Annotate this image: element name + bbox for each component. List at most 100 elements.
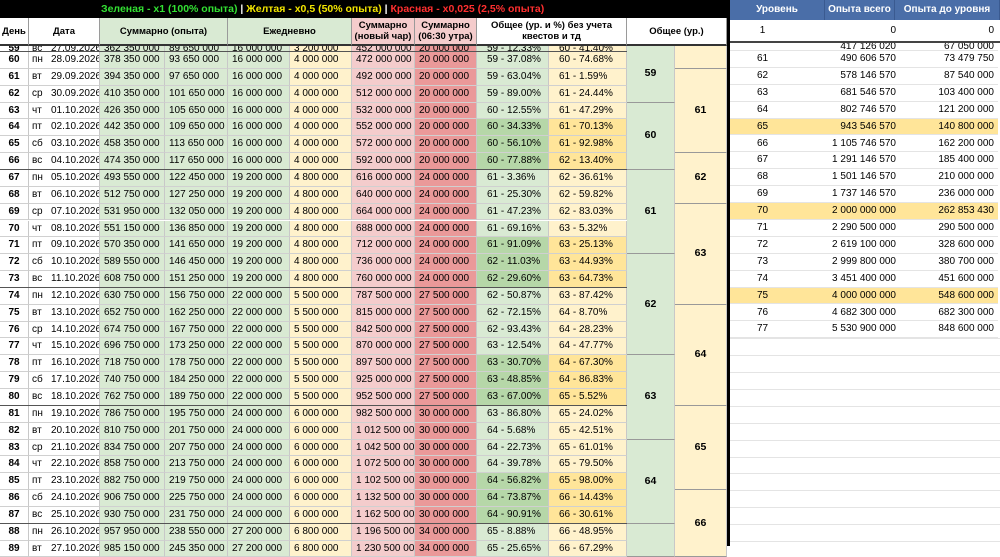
cell-s1[interactable]: 442 350 000	[100, 119, 165, 137]
level-total-cell[interactable]: 1 737 146 570	[795, 186, 900, 204]
cell-n1[interactable]: 925 000 000	[352, 372, 415, 389]
cell-d1[interactable]: 19 200 000	[228, 237, 290, 255]
col-header-daily[interactable]: Ежедневно	[228, 18, 352, 46]
cell-date[interactable]: пт 23.10.2026	[29, 473, 100, 491]
cell-p1[interactable]: 60 - 12.55%	[477, 102, 549, 120]
cell-p2[interactable]: 60 - 74.68%	[549, 52, 627, 69]
cell-d1[interactable]: 24 000 000	[228, 439, 290, 457]
cell-p2[interactable]: 66 - 67.29%	[549, 540, 627, 557]
cell-d2[interactable]: 6 000 000	[290, 456, 352, 474]
cell-date[interactable]: пн 26.10.2026	[29, 523, 100, 541]
cell-d1[interactable]: 22 000 000	[228, 372, 290, 389]
level-merged-cell[interactable]: 64	[675, 304, 727, 406]
cell-s1[interactable]: 474 350 000	[100, 153, 165, 170]
cell-date[interactable]: вт 27.10.2026	[29, 540, 100, 557]
cell-p2[interactable]: 65 - 79.50%	[549, 456, 627, 474]
cell-day[interactable]: 65	[0, 136, 29, 154]
cell-n1[interactable]: 1 132 500 000	[352, 490, 415, 507]
cell-s2[interactable]: 109 650 000	[165, 119, 228, 137]
cell-d2[interactable]: 4 000 000	[290, 68, 352, 86]
cell-s1[interactable]: 652 750 000	[100, 304, 165, 322]
cell-n2[interactable]: 27 500 000	[415, 355, 477, 373]
cell-s1[interactable]: 930 750 000	[100, 506, 165, 524]
cell-n2[interactable]: 27 500 000	[415, 304, 477, 322]
cell-n1[interactable]: 982 500 000	[352, 405, 415, 423]
level-level-cell[interactable]: 62	[730, 67, 795, 85]
col-header-total-pct[interactable]: Общее (ур. и %) без учета квестов и тд	[477, 18, 627, 46]
cell-d2[interactable]: 4 000 000	[290, 153, 352, 170]
cell-d2[interactable]: 6 800 000	[290, 523, 352, 541]
cell-s2[interactable]: 195 750 000	[165, 405, 228, 423]
cell-s1[interactable]: 512 750 000	[100, 186, 165, 204]
level-to-cell[interactable]: 328 600 000	[900, 236, 998, 254]
cell-s2[interactable]: 127 250 000	[165, 186, 228, 204]
cell-s1[interactable]: 882 750 000	[100, 473, 165, 491]
cell-d1[interactable]: 24 000 000	[228, 506, 290, 524]
cell-d1[interactable]: 16 000 000	[228, 119, 290, 137]
cell-p2[interactable]: 64 - 67.30%	[549, 355, 627, 373]
cell-s2[interactable]: 207 750 000	[165, 439, 228, 457]
col-header-sum-new[interactable]: Суммарно (новый чар)	[352, 18, 415, 46]
cell-d1[interactable]: 19 200 000	[228, 186, 290, 204]
level-level-cell[interactable]: 64	[730, 101, 795, 119]
cell-d2[interactable]: 4 000 000	[290, 102, 352, 120]
cell-p2[interactable]: 64 - 47.77%	[549, 338, 627, 356]
cell-p1[interactable]: 64 - 56.82%	[477, 473, 549, 491]
cell-day[interactable]: 87	[0, 506, 29, 524]
cell-s2[interactable]: 113 650 000	[165, 136, 228, 154]
cell-n2[interactable]: 30 000 000	[415, 473, 477, 491]
cell-p2[interactable]: 65 - 24.02%	[549, 405, 627, 423]
level-merged-cell[interactable]: 62	[627, 254, 675, 356]
cell-n1[interactable]: 787 500 000	[352, 287, 415, 305]
cell-date[interactable]: сб 03.10.2026	[29, 136, 100, 154]
level-total-cell[interactable]: 4 000 000 000	[795, 287, 900, 305]
cell-date[interactable]: ср 14.10.2026	[29, 321, 100, 339]
level-to-cell[interactable]: 67 050 000	[900, 42, 998, 51]
cell-p1[interactable]: 64 - 5.68%	[477, 422, 549, 440]
cell-d1[interactable]: 19 200 000	[228, 220, 290, 238]
cell-p2[interactable]: 63 - 44.93%	[549, 254, 627, 272]
cell-p1[interactable]: 63 - 48.85%	[477, 372, 549, 389]
cell-n1[interactable]: 870 000 000	[352, 338, 415, 356]
cell-day[interactable]: 72	[0, 254, 29, 272]
level-merged-cell[interactable]: 61	[627, 169, 675, 255]
cell-d1[interactable]: 16 000 000	[228, 52, 290, 69]
cell-n1[interactable]: 1 012 500 000	[352, 422, 415, 440]
cell-d2[interactable]: 4 000 000	[290, 136, 352, 154]
cell-d2[interactable]: 4 800 000	[290, 254, 352, 272]
cell-d1[interactable]: 22 000 000	[228, 389, 290, 406]
cell-p2[interactable]: 62 - 36.61%	[549, 169, 627, 187]
cell-d1[interactable]: 24 000 000	[228, 456, 290, 474]
cell-s1[interactable]: 630 750 000	[100, 287, 165, 305]
cell-s1[interactable]: 858 750 000	[100, 456, 165, 474]
cell-d1[interactable]: 19 200 000	[228, 169, 290, 187]
level-level-cell[interactable]: 72	[730, 236, 795, 254]
cell-date[interactable]: пн 28.09.2026	[29, 52, 100, 69]
cell-s2[interactable]: 201 750 000	[165, 422, 228, 440]
cell-s2[interactable]: 156 750 000	[165, 287, 228, 305]
cell-date[interactable]: чт 22.10.2026	[29, 456, 100, 474]
cell-n1[interactable]: 1 102 500 000	[352, 473, 415, 491]
level-level-cell[interactable]: 69	[730, 186, 795, 204]
cell-date[interactable]: пн 05.10.2026	[29, 169, 100, 187]
level-total-cell[interactable]: 2 000 000 000	[795, 203, 900, 220]
cell-date[interactable]: чт 08.10.2026	[29, 220, 100, 238]
cell-p1[interactable]: 62 - 72.15%	[477, 304, 549, 322]
cell-n2[interactable]: 30 000 000	[415, 490, 477, 507]
cell-n2[interactable]: 24 000 000	[415, 186, 477, 204]
cell-s2[interactable]: 122 450 000	[165, 169, 228, 187]
cell-n1[interactable]: 512 000 000	[352, 85, 415, 103]
cell-p1[interactable]: 59 - 89.00%	[477, 85, 549, 103]
cell-n2[interactable]: 20 000 000	[415, 85, 477, 103]
cell-p2[interactable]: 63 - 87.42%	[549, 287, 627, 305]
level-to-cell[interactable]: 103 400 000	[900, 84, 998, 102]
cell-d1[interactable]: 24 000 000	[228, 473, 290, 491]
cell-d2[interactable]: 6 000 000	[290, 439, 352, 457]
cell-p1[interactable]: 64 - 73.87%	[477, 490, 549, 507]
cell-n2[interactable]: 24 000 000	[415, 254, 477, 272]
cell-date[interactable]: вт 29.09.2026	[29, 68, 100, 86]
level-total-cell[interactable]: 681 546 570	[795, 84, 900, 102]
cell-p2[interactable]: 62 - 13.40%	[549, 153, 627, 170]
cell-p2[interactable]: 61 - 70.13%	[549, 119, 627, 137]
cell-d2[interactable]: 4 800 000	[290, 220, 352, 238]
